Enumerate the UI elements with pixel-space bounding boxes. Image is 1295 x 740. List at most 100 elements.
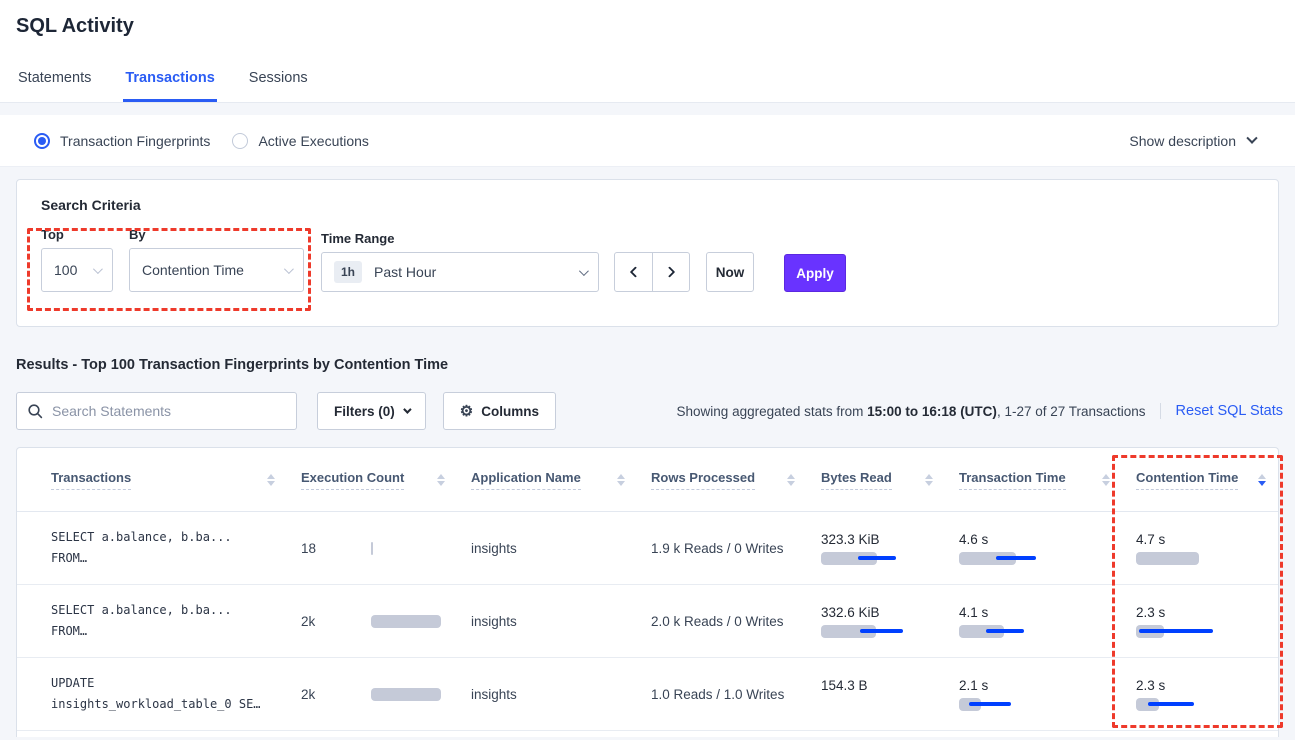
time-range-label: Time Range [321, 231, 395, 246]
sql-line-1: SELECT a.balance, b.ba... [51, 603, 232, 617]
column-header-transaction-time[interactable]: Transaction Time [959, 470, 1136, 490]
rows-processed-value: 1.0 Reads / 1.0 Writes [651, 686, 785, 702]
stats-area: Showing aggregated stats from 15:00 to 1… [676, 403, 1283, 419]
execution-count-value: 2k [301, 686, 316, 702]
show-description-toggle[interactable]: Show description [1129, 132, 1258, 149]
tab-statements[interactable]: Statements [18, 70, 92, 86]
transaction-fingerprint-link[interactable]: SELECT a.balance, b.ba... FROM… [51, 600, 301, 642]
column-header-contention-time[interactable]: Contention Time [1136, 470, 1278, 490]
by-field: By Contention Time [129, 227, 304, 292]
view-radio-group: Transaction Fingerprints Active Executio… [34, 132, 369, 149]
search-icon [28, 404, 43, 419]
radio-transaction-fingerprints[interactable]: Transaction Fingerprints [34, 132, 211, 149]
apply-button[interactable]: Apply [784, 254, 846, 292]
search-statements-input[interactable] [52, 403, 286, 419]
column-header-transactions[interactable]: Transactions [51, 470, 301, 490]
transaction-time-bar [959, 624, 1089, 638]
execution-count-cell: 2k [301, 687, 471, 702]
transaction-time-bar [959, 551, 1089, 565]
contention-time-bar [1136, 551, 1276, 565]
columns-button[interactable]: ⚙ Columns [442, 392, 556, 430]
view-toggle-bar: Transaction Fingerprints Active Executio… [0, 115, 1295, 167]
tab-sessions[interactable]: Sessions [248, 70, 308, 86]
execution-count-cell: 2k [301, 614, 471, 629]
search-statements-box [16, 392, 297, 430]
bytes-read-bar [821, 551, 933, 565]
table-row[interactable]: SELECT a.balance, b.ba... FROM… 18 insig… [17, 512, 1278, 585]
execution-count-value: 2k [301, 613, 316, 629]
sort-icon[interactable] [437, 473, 445, 486]
sort-icon[interactable] [617, 473, 625, 486]
gear-icon: ⚙ [459, 402, 474, 420]
tab-bar: Statements Transactions Sessions [0, 62, 1295, 102]
sort-icon[interactable] [1102, 473, 1110, 486]
radio-label: Transaction Fingerprints [60, 132, 211, 149]
execution-count-value: 18 [301, 540, 317, 556]
contention-time-bar [1136, 697, 1276, 711]
previous-time-button[interactable] [615, 253, 652, 291]
radio-label: Active Executions [258, 132, 369, 149]
sort-icon[interactable] [267, 473, 275, 486]
chevron-left-icon [629, 266, 641, 278]
tab-transactions[interactable]: Transactions [123, 62, 217, 102]
transaction-time-cell: 2.1 s [959, 678, 1136, 711]
column-header-bytes-read[interactable]: Bytes Read [821, 470, 959, 490]
contention-time-bar [1136, 624, 1276, 638]
sql-line-2: insights_workload_table_0 SE… [51, 697, 261, 711]
now-button[interactable]: Now [706, 252, 754, 292]
transaction-time-cell: 4.1 s [959, 605, 1136, 638]
contention-time-value: 2.3 s [1136, 677, 1166, 693]
columns-label: Columns [481, 403, 539, 419]
bytes-read-value: 332.6 KiB [821, 604, 880, 620]
radio-selected-icon [34, 132, 50, 149]
transaction-fingerprint-link[interactable]: UPDATE insights_workload_table_0 SE… [51, 673, 301, 715]
time-range-field: Time Range 1h Past Hour [321, 231, 599, 292]
reset-sql-stats-link[interactable]: Reset SQL Stats [1159, 403, 1283, 419]
time-nav-arrows [614, 252, 690, 292]
bytes-read-value: 154.3 B [821, 677, 868, 693]
transaction-fingerprint-link[interactable]: SELECT a.balance, b.ba... FROM… [51, 527, 301, 569]
table-row[interactable]: SELECT a.balance, b.ba... FROM… 2k insig… [17, 585, 1278, 658]
search-criteria-panel: Search Criteria Top 100 By Contention Ti… [16, 179, 1279, 327]
bytes-read-value: 323.3 KiB [821, 531, 880, 547]
top-value: 100 [54, 262, 78, 278]
time-range-select[interactable]: 1h Past Hour [321, 252, 599, 292]
column-header-rows-processed[interactable]: Rows Processed [651, 470, 821, 490]
rows-processed-value: 1.9 k Reads / 0 Writes [651, 540, 784, 556]
chevron-down-icon [92, 263, 103, 274]
sql-line-1: SELECT a.balance, b.ba... [51, 530, 232, 544]
transaction-time-value: 2.1 s [959, 677, 989, 693]
bytes-read-bar [821, 624, 933, 638]
time-range-badge: 1h [334, 261, 363, 283]
table-row[interactable]: UPDATE insights_workload_table_0 SE… 2k … [17, 658, 1278, 731]
filters-label: Filters (0) [334, 403, 395, 419]
bytes-read-bar [821, 698, 933, 711]
show-description-label: Show description [1129, 132, 1236, 149]
aggregated-stats-text: Showing aggregated stats from 15:00 to 1… [676, 403, 1146, 419]
rows-processed-value: 2.0 k Reads / 0 Writes [651, 613, 784, 629]
filters-button[interactable]: Filters (0) [317, 392, 426, 430]
sort-icon[interactable] [787, 473, 795, 486]
search-criteria-title: Search Criteria [41, 197, 141, 213]
transaction-time-value: 4.1 s [959, 604, 989, 620]
next-time-button[interactable] [652, 253, 689, 291]
column-header-execution-count[interactable]: Execution Count [301, 470, 471, 490]
sql-line-2: FROM… [51, 551, 88, 565]
transaction-time-cell: 4.6 s [959, 532, 1136, 565]
radio-active-executions[interactable]: Active Executions [232, 132, 369, 149]
by-select[interactable]: Contention Time [129, 248, 304, 292]
execution-count-cell: 18 [301, 541, 471, 556]
sort-icon-active-desc[interactable] [1258, 473, 1266, 486]
stats-time-range: 15:00 to 16:18 (UTC) [867, 403, 997, 419]
sql-line-1: UPDATE [51, 676, 95, 690]
by-label: By [129, 227, 146, 242]
results-controls: Filters (0) ⚙ Columns Showing aggregated… [16, 392, 1283, 430]
contention-time-cell: 4.7 s [1136, 532, 1278, 565]
top-select[interactable]: 100 [41, 248, 113, 292]
contention-time-value: 2.3 s [1136, 604, 1166, 620]
column-header-application-name[interactable]: Application Name [471, 470, 651, 490]
sort-icon[interactable] [925, 473, 933, 486]
by-value: Contention Time [142, 262, 244, 278]
chevron-down-icon [402, 405, 412, 414]
bytes-read-cell: 154.3 B [821, 678, 959, 711]
